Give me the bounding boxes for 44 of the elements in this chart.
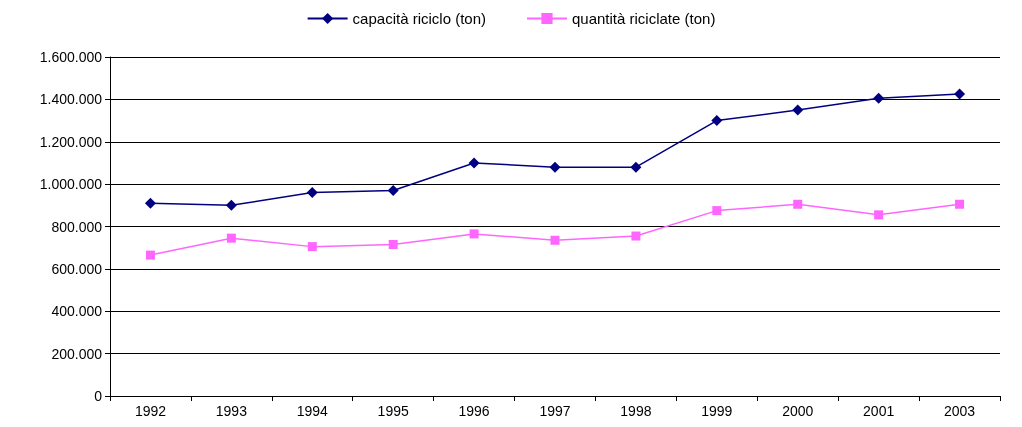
point <box>631 231 641 241</box>
point <box>549 161 561 173</box>
y-tick-label: 200.000 <box>51 345 103 362</box>
y-tick-label: 800.000 <box>51 218 103 235</box>
point <box>388 240 398 250</box>
point <box>874 210 884 220</box>
point <box>630 161 642 173</box>
y-tick-label: 1.400.000 <box>39 91 103 108</box>
point <box>793 199 803 209</box>
x-tick-label: 2001 <box>863 403 895 419</box>
x-tick-label: 1994 <box>296 403 329 419</box>
point <box>144 197 156 209</box>
legend-label: capacità riciclo (ton) <box>352 10 486 27</box>
point <box>712 206 722 216</box>
y-tick-label: 0 <box>94 388 103 404</box>
x-tick-label: 2003 <box>943 403 976 419</box>
point <box>226 233 236 243</box>
legend-label: quantità riciclate (ton) <box>571 10 716 27</box>
y-tick-label: 1.000.000 <box>39 176 103 193</box>
x-tick-label: 1996 <box>458 403 490 419</box>
point <box>550 235 560 245</box>
x-tick-label: 1993 <box>215 403 248 419</box>
point <box>306 187 318 199</box>
point <box>468 157 480 169</box>
x-tick-label: 1992 <box>134 403 167 419</box>
point <box>954 88 966 100</box>
y-tick-label: 1.200.000 <box>39 133 103 150</box>
y-tick-label: 600.000 <box>51 260 103 277</box>
y-tick-label: 400.000 <box>51 303 103 320</box>
point <box>955 199 965 209</box>
point <box>225 199 237 211</box>
point <box>145 250 155 260</box>
point <box>469 229 479 239</box>
x-tick-label: 1998 <box>620 403 652 419</box>
x-tick-label: 2000 <box>782 403 814 419</box>
point <box>873 92 885 104</box>
x-tick-label: 1995 <box>377 403 409 419</box>
point <box>307 242 317 252</box>
point <box>387 184 399 196</box>
point <box>711 115 723 127</box>
x-tick-label: 1997 <box>539 403 571 419</box>
point <box>792 104 804 116</box>
x-tick-label: 1999 <box>701 403 733 419</box>
y-tick-label: 1.600.000 <box>39 49 103 65</box>
